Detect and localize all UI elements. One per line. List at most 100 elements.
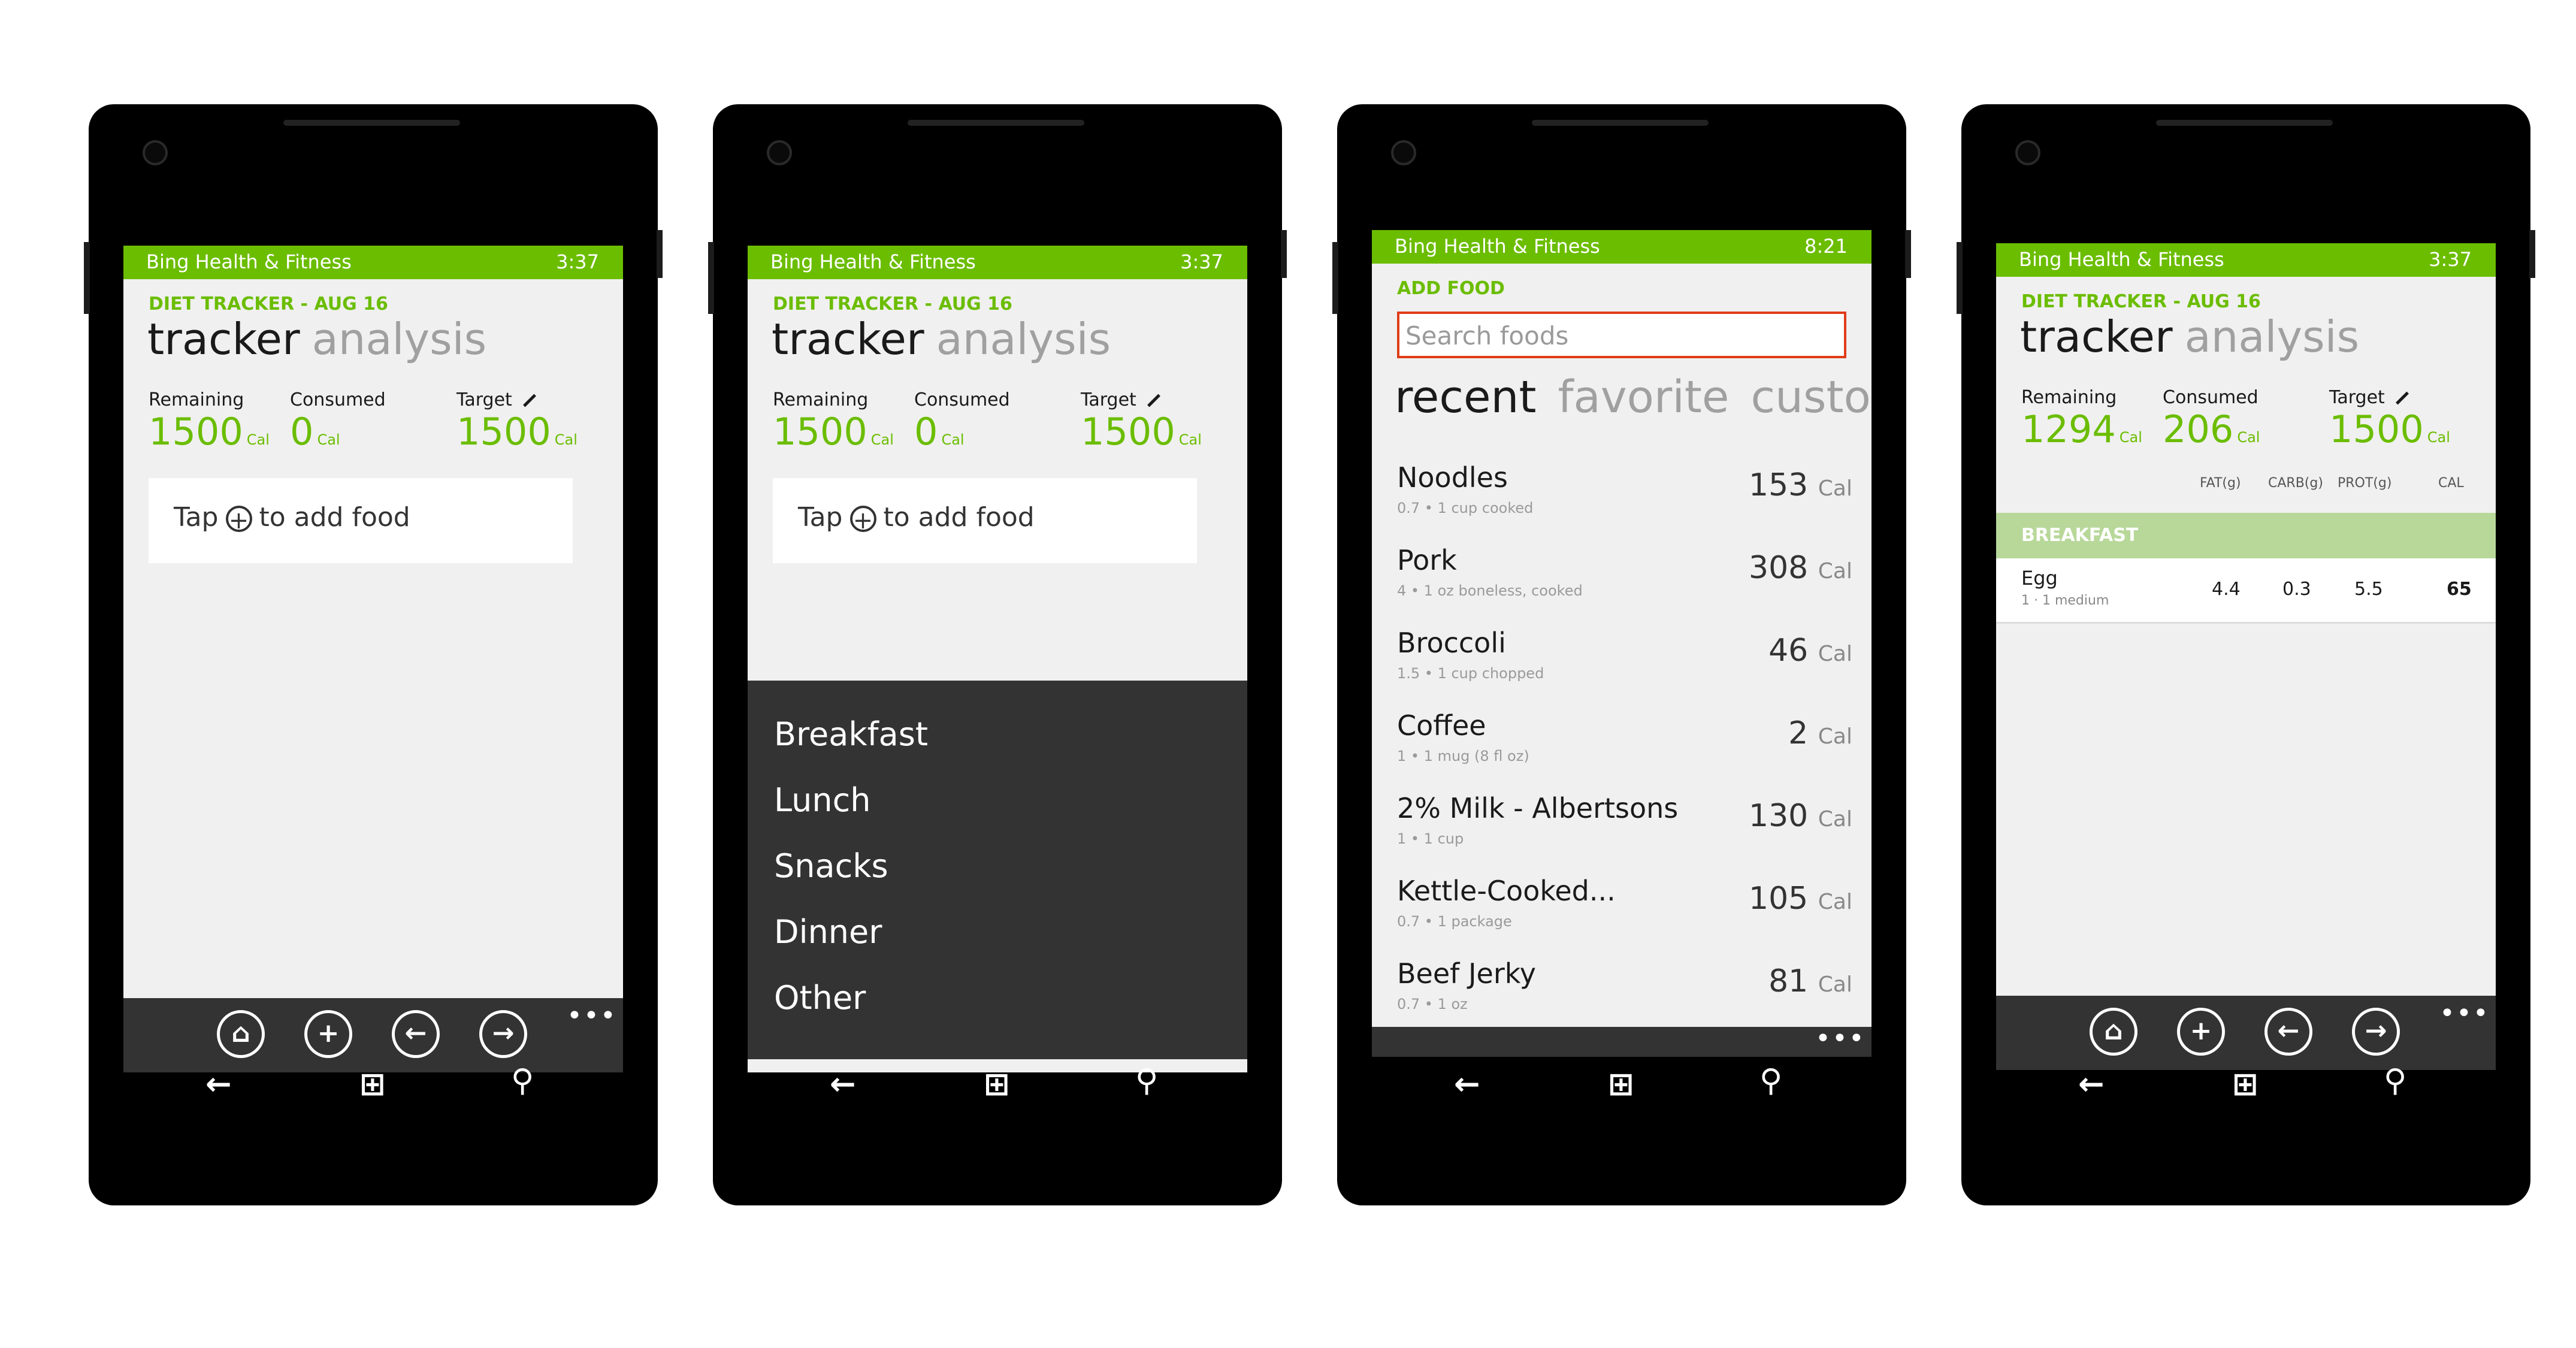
food-item[interactable]: Kettle-Cooked... 0.7 • 1 package 105 Cal — [1397, 875, 1852, 953]
add-icon[interactable]: + — [2177, 1008, 2225, 1056]
clock: 8:21 — [1804, 235, 1848, 258]
phone-2: Bing Health & Fitness 3:37 DIET TRACKER … — [708, 104, 1287, 1205]
pivot-analysis[interactable]: analysis — [2184, 312, 2360, 362]
unit-label: Cal — [1818, 476, 1852, 501]
unit-label: Cal — [1818, 972, 1852, 997]
forward-arrow-icon[interactable]: → — [479, 1010, 527, 1058]
screen: Bing Health & Fitness 3:37 DIET TRACKER … — [123, 246, 623, 1072]
menu-item-breakfast[interactable]: Breakfast — [774, 715, 929, 753]
target-label: Target — [456, 389, 512, 410]
entry-cal: 65 — [2447, 579, 2472, 600]
add-food-card[interactable]: Tap + to add food — [773, 478, 1197, 563]
add-circle-icon: + — [225, 506, 252, 533]
speaker — [2156, 120, 2333, 126]
power-button — [657, 230, 663, 278]
food-item[interactable]: Pork 4 • 1 oz boneless, cooked 308 Cal — [1397, 544, 1852, 622]
menu-item-lunch[interactable]: Lunch — [774, 781, 871, 819]
food-detail: 0.7 • 1 package — [1397, 913, 1512, 930]
target-stat[interactable]: Target 1500 Cal — [2329, 387, 2450, 451]
column-cal: CAL — [2438, 476, 2464, 491]
pencil-icon[interactable] — [1147, 394, 1160, 407]
home-icon[interactable]: ⌂ — [2090, 1008, 2137, 1056]
unit-label: Cal — [317, 431, 340, 448]
pencil-icon[interactable] — [2395, 391, 2409, 405]
food-item[interactable]: Beef Jerky 0.7 • 1 oz 81 Cal — [1397, 957, 1852, 1035]
more-icon[interactable]: ••• — [567, 1001, 617, 1031]
column-fat: FAT(g) — [2200, 476, 2241, 491]
food-name: Kettle-Cooked... — [1397, 875, 1616, 907]
tab-favorite[interactable]: favorite — [1558, 371, 1730, 423]
menu-item-dinner[interactable]: Dinner — [774, 913, 882, 951]
pivot-tracker[interactable]: tracker — [147, 314, 300, 364]
more-icon[interactable]: ••• — [1815, 1023, 1866, 1054]
windows-start-icon[interactable]: ⊞ — [984, 1066, 1010, 1102]
entry-name: Egg — [2021, 567, 2058, 590]
food-item[interactable]: 2% Milk - Albertsons 1 • 1 cup 130 Cal — [1397, 792, 1852, 870]
food-entry-row[interactable]: Egg 1 · 1 medium 4.4 0.3 5.5 65 — [1996, 558, 2496, 624]
back-arrow-icon[interactable]: ← — [392, 1010, 440, 1058]
unit-label: Cal — [2427, 429, 2450, 446]
target-value: 1500 — [456, 410, 551, 454]
screen: Bing Health & Fitness 3:37 DIET TRACKER … — [748, 246, 1247, 1072]
phone-1: Bing Health & Fitness 3:37 DIET TRACKER … — [84, 104, 663, 1205]
food-calories: 153 — [1749, 467, 1809, 503]
food-detail: 1.5 • 1 cup chopped — [1397, 665, 1544, 682]
tap-prefix: Tap — [174, 502, 219, 533]
food-calories: 308 — [1749, 550, 1809, 586]
entry-carb: 0.3 — [2282, 579, 2311, 600]
menu-item-other[interactable]: Other — [774, 979, 866, 1017]
front-camera — [2015, 140, 2040, 165]
section-title: DIET TRACKER - AUG 16 — [149, 294, 388, 315]
app-title: Bing Health & Fitness — [146, 250, 352, 273]
back-arrow-icon[interactable]: ← — [2264, 1008, 2312, 1056]
food-detail: 0.7 • 1 oz — [1397, 996, 1468, 1012]
food-detail: 1 • 1 mug (8 fl oz) — [1397, 748, 1529, 764]
pivot-analysis[interactable]: analysis — [312, 314, 487, 364]
pivot-tracker[interactable]: tracker — [2020, 312, 2173, 362]
entry-prot: 5.5 — [2354, 579, 2383, 600]
search-icon[interactable]: ⚲ — [511, 1063, 534, 1099]
home-icon[interactable]: ⌂ — [217, 1010, 265, 1058]
add-icon[interactable]: + — [304, 1010, 352, 1058]
screen: Bing Health & Fitness 3:37 DIET TRACKER … — [1996, 243, 2496, 1070]
unit-label: Cal — [1178, 431, 1202, 448]
food-detail: 0.7 • 1 cup cooked — [1397, 500, 1534, 516]
forward-arrow-icon[interactable]: → — [2352, 1008, 2400, 1056]
tab-custom[interactable]: custom — [1750, 371, 1871, 423]
food-item[interactable]: Broccoli 1.5 • 1 cup chopped 46 Cal — [1397, 627, 1852, 705]
app-bar: ⌂ + ← → ••• — [1996, 996, 2496, 1070]
back-icon[interactable]: ← — [1454, 1066, 1480, 1102]
remaining-label: Remaining — [773, 389, 869, 410]
search-icon[interactable]: ⚲ — [2384, 1063, 2407, 1099]
consumed-stat: Consumed 0 Cal — [914, 389, 1010, 454]
more-icon[interactable]: ••• — [2439, 998, 2490, 1029]
pivot-analysis[interactable]: analysis — [936, 314, 1111, 364]
search-input[interactable]: Search foods — [1397, 312, 1846, 358]
menu-item-snacks[interactable]: Snacks — [774, 847, 888, 885]
back-icon[interactable]: ← — [205, 1066, 232, 1102]
windows-start-icon[interactable]: ⊞ — [1608, 1066, 1634, 1102]
speaker — [908, 120, 1084, 126]
search-icon[interactable]: ⚲ — [1135, 1063, 1159, 1099]
food-calories: 46 — [1768, 633, 1809, 669]
unit-label: Cal — [1818, 890, 1852, 914]
pivot-tracker[interactable]: tracker — [772, 314, 924, 364]
tab-recent[interactable]: recent — [1395, 371, 1537, 423]
food-detail: 4 • 1 oz boneless, cooked — [1397, 582, 1583, 599]
windows-start-icon[interactable]: ⊞ — [2232, 1066, 2258, 1102]
search-icon[interactable]: ⚲ — [1759, 1063, 1783, 1099]
back-icon[interactable]: ← — [2078, 1066, 2105, 1102]
target-stat[interactable]: Target 1500 Cal — [1081, 389, 1202, 454]
food-item[interactable]: Coffee 1 • 1 mug (8 fl oz) 2 Cal — [1397, 709, 1852, 787]
food-calories: 130 — [1749, 798, 1809, 834]
back-icon[interactable]: ← — [830, 1066, 856, 1102]
food-calories: 105 — [1749, 881, 1809, 917]
add-food-card[interactable]: Tap + to add food — [149, 478, 573, 563]
phone-3: Bing Health & Fitness 8:21 ADD FOOD Sear… — [1332, 104, 1911, 1205]
windows-start-icon[interactable]: ⊞ — [359, 1066, 386, 1102]
food-item[interactable]: Noodles 0.7 • 1 cup cooked 153 Cal — [1397, 461, 1852, 539]
target-stat[interactable]: Target 1500 Cal — [456, 389, 578, 454]
food-name: Pork — [1397, 544, 1457, 576]
pencil-icon[interactable] — [522, 394, 536, 407]
power-button — [1905, 230, 1911, 278]
